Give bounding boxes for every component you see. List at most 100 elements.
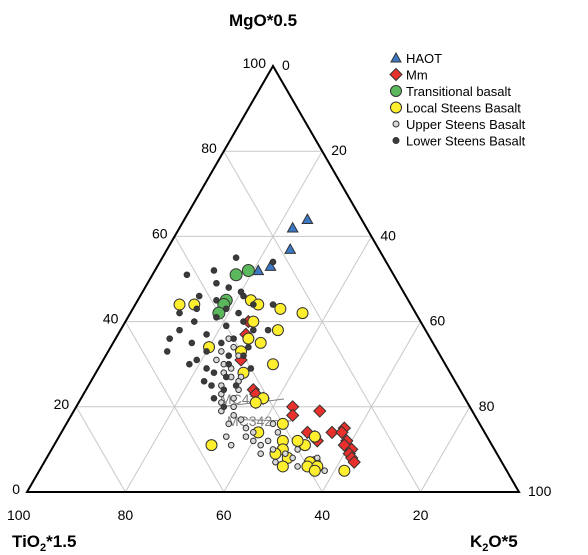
data-point (274, 429, 282, 436)
legend-label: Lower Steens Basalt (406, 134, 526, 149)
data-point (335, 425, 349, 440)
data-point (272, 458, 279, 466)
tick-label: 80 (118, 507, 134, 523)
series-local-steens-basalt (173, 294, 351, 477)
data-point (235, 309, 242, 317)
tick-label: 80 (479, 398, 495, 414)
data-point (210, 394, 218, 402)
data-point (188, 339, 196, 347)
data-point (237, 416, 245, 423)
data-point (230, 343, 237, 351)
data-point (213, 314, 220, 321)
data-point (242, 332, 255, 345)
data-point (232, 382, 240, 389)
data-point (267, 358, 279, 371)
legend-label: Transitional basalt (406, 84, 511, 99)
data-point (190, 318, 198, 325)
tick-label: 0 (282, 57, 290, 73)
data-point (203, 348, 210, 355)
legend-item: Local Steens Basalt (390, 101, 521, 116)
gridline (223, 236, 372, 493)
data-point (163, 348, 171, 355)
data-point (247, 315, 260, 328)
tick-label: 100 (7, 507, 31, 523)
data-point (250, 429, 257, 436)
data-point (313, 454, 321, 462)
ternary-frame (25, 64, 521, 493)
data-point (276, 460, 289, 473)
data-point (229, 268, 243, 282)
vertex-label-left: TiO2*1.5 (12, 532, 76, 554)
data-point (230, 335, 237, 342)
legend-item: HAOT (390, 51, 442, 66)
data-point (230, 394, 237, 402)
data-point (242, 433, 250, 440)
legend-item: Transitional basalt (390, 84, 511, 99)
data-point (166, 335, 173, 342)
tick-label: 60 (216, 507, 232, 523)
data-point (232, 254, 240, 262)
gridline (420, 406, 471, 493)
data-point (225, 360, 233, 368)
data-point (240, 318, 247, 325)
data-point (193, 356, 201, 364)
data-point (222, 433, 230, 440)
legend-label: Local Steens Basalt (406, 101, 521, 116)
data-point (173, 298, 186, 311)
legend-label: HAOT (406, 51, 442, 66)
data-point (284, 242, 297, 254)
data-point (250, 437, 257, 445)
data-point (264, 259, 277, 271)
tick-label: 100 (528, 483, 552, 499)
data-point (250, 301, 257, 308)
data-point (176, 326, 183, 334)
legend-label: Upper Steens Basalt (406, 117, 526, 132)
tick-label: 40 (103, 311, 119, 327)
data-point (271, 324, 284, 337)
data-point (183, 271, 191, 279)
data-point (240, 292, 247, 300)
data-point (274, 302, 287, 315)
data-point (264, 437, 272, 445)
legend-item: Upper Steens Basalt (392, 117, 526, 132)
legend-marker (392, 137, 400, 144)
legend-marker (389, 67, 403, 82)
data-point (276, 417, 289, 430)
gridline (124, 321, 225, 493)
tick-label: 80 (201, 140, 217, 156)
data-point (269, 258, 277, 266)
data-point (296, 307, 309, 320)
data-point (213, 356, 220, 364)
tick-label: 20 (54, 396, 70, 412)
data-point (313, 404, 327, 418)
data-point (242, 424, 250, 432)
data-point (291, 434, 304, 447)
gridline (75, 406, 126, 493)
legend-marker (390, 85, 402, 97)
data-point (176, 309, 183, 317)
data-point (218, 348, 225, 355)
legend-item: Mm (389, 67, 428, 83)
data-point (222, 305, 230, 313)
data-point (264, 326, 272, 334)
data-point (347, 455, 361, 469)
data-point (200, 377, 208, 385)
data-point (186, 360, 193, 368)
data-point (250, 326, 257, 334)
tick-label: 40 (314, 507, 330, 523)
tick-label: 60 (430, 313, 446, 329)
data-point (257, 441, 265, 449)
legend-marker (390, 51, 402, 63)
tick-labels: 0 20 40 60 80 100 0 20 40 60 80 100 100 80 60 40 20 (7, 55, 552, 523)
tick-label: 20 (331, 142, 347, 158)
grid (75, 150, 471, 493)
data-point (245, 343, 252, 351)
data-point (301, 213, 314, 225)
data-point (247, 365, 255, 372)
data-point (227, 441, 235, 449)
data-point (241, 263, 255, 277)
data-point (225, 284, 233, 291)
data-point (193, 305, 201, 313)
data-point (203, 365, 210, 372)
